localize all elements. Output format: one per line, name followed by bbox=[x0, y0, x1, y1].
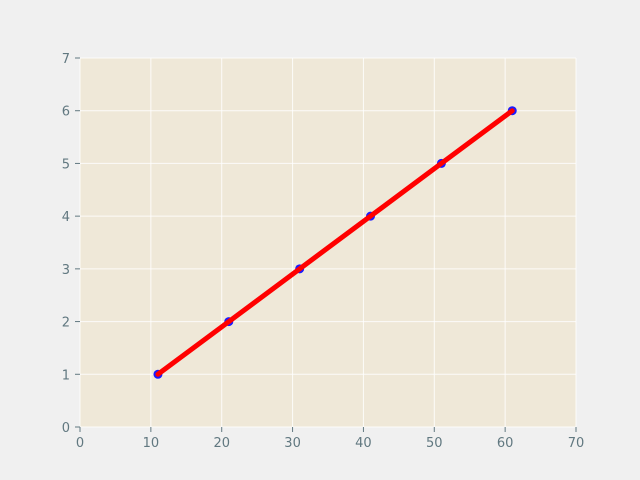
x-tick-label: 60 bbox=[497, 436, 514, 451]
x-tick-label: 0 bbox=[76, 436, 84, 451]
series-line bbox=[155, 108, 515, 377]
x-tick-label: 20 bbox=[213, 436, 230, 451]
y-tick-label: 6 bbox=[62, 105, 70, 120]
plot-area bbox=[80, 58, 576, 427]
y-tick-label: 7 bbox=[62, 52, 70, 67]
y-tick-label: 1 bbox=[62, 368, 70, 383]
axes: 0 10 20 30 40 50 60 70 0 1 2 3 4 5 6 7 bbox=[62, 52, 585, 451]
x-tick-label: 30 bbox=[284, 436, 301, 451]
x-tick-label: 70 bbox=[568, 436, 585, 451]
y-tick-label: 4 bbox=[62, 210, 70, 225]
y-tick-label: 2 bbox=[62, 316, 70, 331]
x-tick-label: 10 bbox=[143, 436, 160, 451]
x-tick-label: 50 bbox=[426, 436, 443, 451]
y-tick-label: 0 bbox=[62, 421, 70, 436]
y-tick-label: 5 bbox=[62, 157, 70, 172]
grid-lines bbox=[79, 57, 577, 428]
x-tick-label: 40 bbox=[355, 436, 372, 451]
series-group bbox=[153, 106, 517, 379]
y-tick-label: 3 bbox=[62, 263, 70, 278]
